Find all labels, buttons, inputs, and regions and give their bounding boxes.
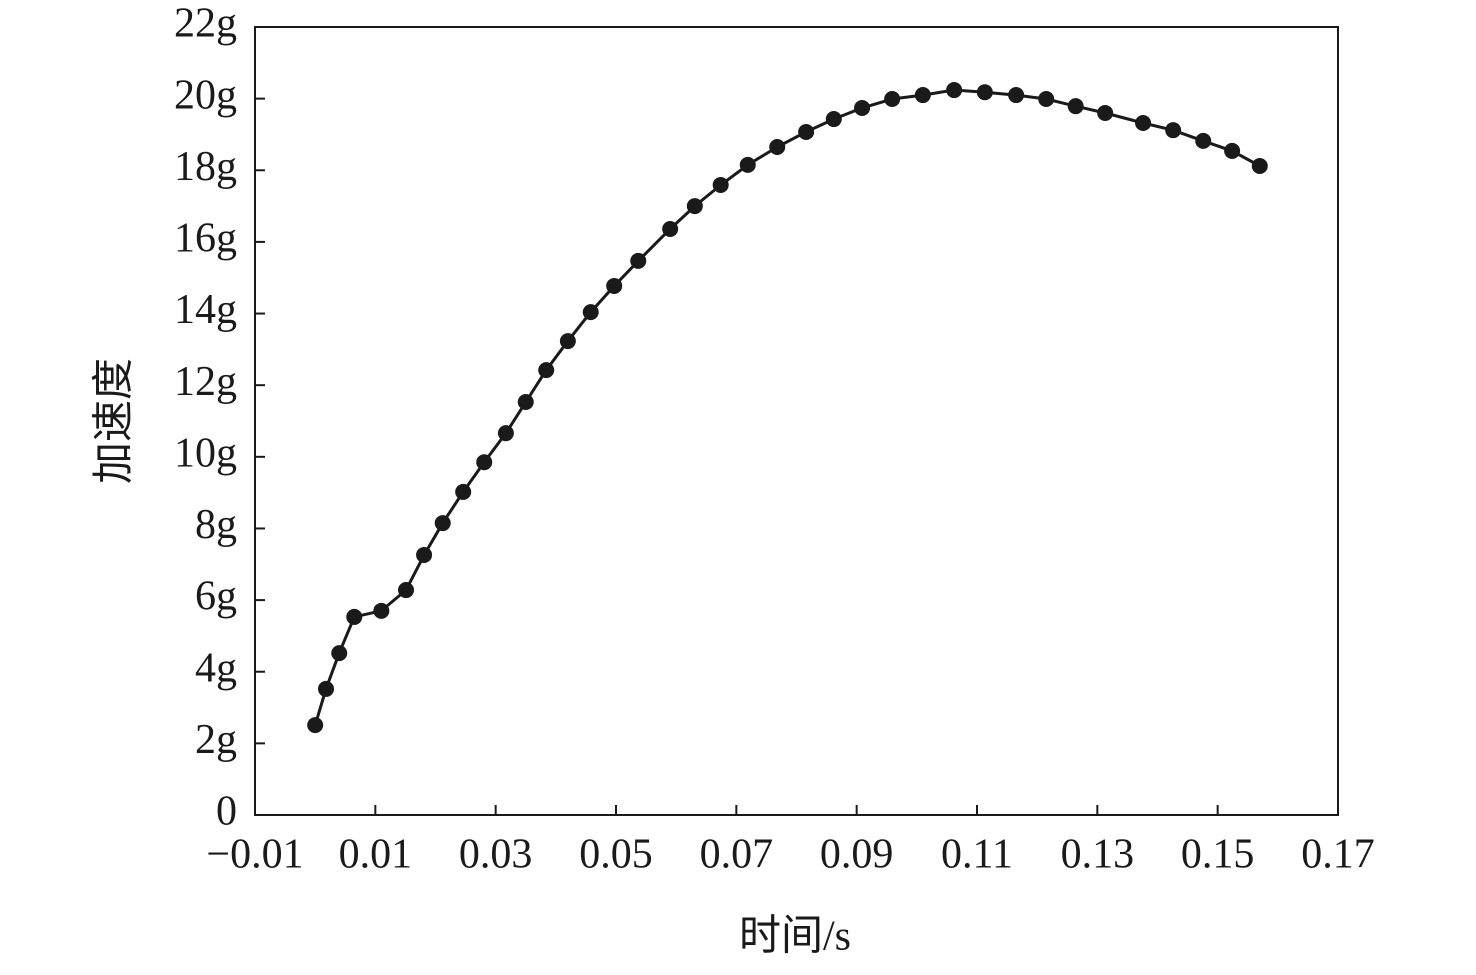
data-point (1195, 132, 1212, 149)
data-point (317, 680, 334, 697)
data-point (1038, 90, 1055, 107)
data-point (686, 198, 703, 215)
data-point (1224, 142, 1241, 159)
data-line (313, 88, 1261, 726)
data-point (331, 645, 348, 662)
data-point (307, 717, 324, 734)
data-point (434, 515, 451, 532)
data-point (630, 252, 647, 269)
data-point (538, 362, 555, 379)
data-point (559, 333, 576, 350)
y-tick-label: 0 (216, 789, 237, 835)
data-point (976, 84, 993, 101)
data-point (606, 277, 623, 294)
y-tick-label: 10g (174, 430, 237, 476)
data-point (346, 608, 363, 625)
y-tick-label: 16g (174, 216, 237, 262)
x-tick-label: 0.15 (1181, 832, 1255, 878)
x-tick-label: 0.13 (1061, 832, 1135, 878)
data-point (1251, 157, 1268, 174)
data-point (373, 602, 390, 619)
data-point (517, 394, 534, 411)
y-tick-label: 22g (174, 1, 237, 47)
data-point (662, 221, 679, 238)
data-point (798, 123, 815, 140)
data-point (455, 483, 472, 500)
x-tick-label: 0.07 (700, 832, 774, 878)
data-point (914, 87, 931, 104)
y-tick-label: 2g (195, 717, 237, 763)
y-tick-label: 18g (174, 144, 237, 190)
data-point (1097, 104, 1114, 121)
data-point (1165, 122, 1182, 139)
y-tick-label: 4g (195, 645, 237, 691)
data-point (398, 582, 415, 599)
x-tick-label: 0.03 (459, 832, 533, 878)
y-tick-label: 14g (174, 287, 237, 333)
x-tick-label: 0.11 (941, 832, 1013, 878)
y-tick-label: 20g (174, 72, 237, 118)
x-tick-label: 0.17 (1301, 832, 1375, 878)
data-point (1008, 87, 1025, 104)
x-tick-label: 0.09 (820, 832, 894, 878)
plot-frame (254, 26, 1339, 816)
data-point (854, 99, 871, 116)
data-point (497, 425, 514, 442)
data-point (416, 546, 433, 563)
data-point (739, 156, 756, 173)
data-point (1067, 98, 1084, 115)
data-point (884, 90, 901, 107)
y-tick-label: 8g (195, 502, 237, 548)
data-point (1135, 114, 1152, 131)
data-point (476, 454, 493, 471)
x-axis-label: 时间/s (739, 914, 851, 960)
x-tick-label: −0.01 (206, 832, 303, 878)
data-point (946, 82, 963, 99)
data-point (712, 176, 729, 193)
y-tick-label: 6g (195, 574, 237, 620)
x-tick-label: 0.01 (339, 832, 413, 878)
y-axis-label: 加速度 (92, 358, 138, 484)
data-point (769, 138, 786, 155)
x-tick-label: 0.05 (579, 832, 653, 878)
y-tick-label: 12g (174, 359, 237, 405)
data-point (825, 111, 842, 128)
data-point (582, 304, 599, 321)
